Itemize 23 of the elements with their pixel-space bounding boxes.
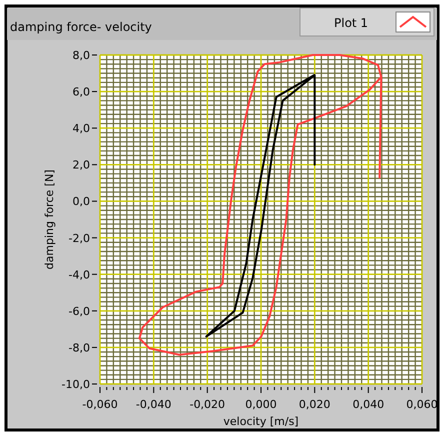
- x-tick-label: 0,000: [245, 398, 277, 411]
- chart-title: damping force- velocity: [10, 20, 152, 34]
- text: Plot 1: [334, 16, 368, 30]
- x-tick-label: -0,040: [136, 398, 172, 411]
- x-tick-label: -0,060: [82, 398, 118, 411]
- x-axis-title: velocity [m/s]: [223, 415, 299, 428]
- y-tick-label: 4,0: [72, 122, 90, 136]
- y-axis-title: damping force [N]: [43, 170, 56, 270]
- x-tick-label: 0,040: [352, 398, 384, 411]
- y-tick-label: 2,0: [72, 158, 90, 172]
- x-tick-label: 0,060: [406, 398, 438, 411]
- y-tick-label: -10,0: [62, 378, 90, 391]
- y-tick-label: 6,0: [72, 86, 90, 99]
- y-tick-label: -6,0: [68, 304, 90, 318]
- x-tick-label: 0,020: [298, 398, 330, 411]
- y-tick-label: 0,0: [72, 195, 90, 208]
- y-tick-label: -2,0: [68, 232, 90, 245]
- line-series: [138, 54, 382, 356]
- line-series: [205, 74, 316, 338]
- y-tick-label: -8,0: [68, 341, 90, 354]
- y-tick-label: 8,0: [72, 49, 90, 62]
- y-tick-label: -4,0: [68, 268, 90, 282]
- x-tick-label: -0,020: [190, 398, 226, 411]
